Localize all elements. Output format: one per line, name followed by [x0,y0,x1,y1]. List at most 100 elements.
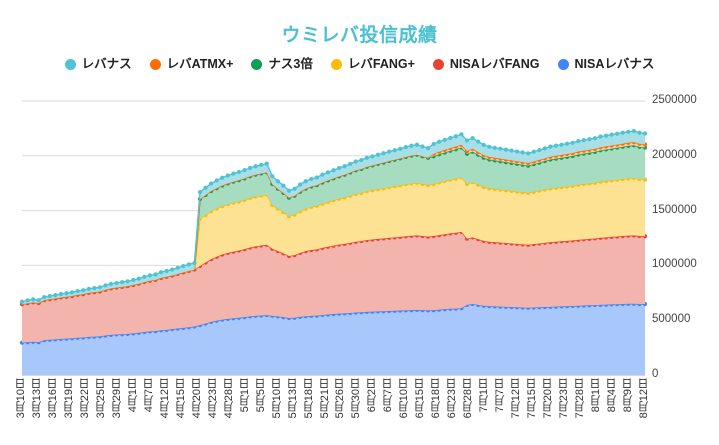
data-point-marker [220,175,225,180]
data-point-marker [303,179,308,184]
data-point-marker [565,141,570,146]
data-point-marker [398,146,403,151]
data-point-marker [253,164,258,169]
data-point-marker [626,129,631,134]
legend-item[interactable]: レバナス [64,57,132,71]
data-point-marker [97,285,102,290]
data-point-marker [170,267,175,272]
legend-item-label: レバATMX+ [166,57,234,71]
series-area [22,131,645,305]
y-axis-tick-label: 1500000 [652,203,697,216]
x-axis-tick-label: 8月1日 [590,378,603,413]
legend-item-label: レバFANG+ [347,57,415,71]
legend-item[interactable]: レバFANG+ [330,57,415,71]
y-axis-tick-label: 2000000 [652,148,697,161]
x-axis-tick-label: 5月21日 [318,378,331,419]
x-axis-tick-label: 6月23日 [446,378,459,419]
legend-item[interactable]: レバATMX+ [149,57,234,71]
x-axis-tick-label: 8月4日 [606,378,619,413]
data-point-marker [298,182,303,187]
x-axis-tick-label: 6月28日 [462,378,475,419]
data-point-marker [158,270,164,275]
legend-color-dot-icon [251,58,263,70]
data-point-marker [75,288,80,294]
data-point-marker [19,299,25,304]
data-point-marker [164,268,169,274]
data-point-marker [58,291,64,297]
data-point-marker [242,168,247,173]
x-axis-tick-label: 4月15日 [174,378,187,419]
data-point-marker [336,165,342,171]
x-axis-tick-label: 7月20日 [542,378,555,419]
y-axis-tick-label: 2500000 [652,94,697,106]
data-point-marker [403,145,408,150]
legend-item-label: レバナス [81,57,132,71]
data-point-marker [42,294,47,300]
data-point-marker [409,143,414,148]
x-axis-tick-label: 3月10日 [15,378,27,419]
legend-item-label: ナス3倍 [268,57,313,71]
x-axis-tick-label: 8月9日 [622,378,635,413]
data-point-marker [514,149,520,154]
data-point-marker [147,273,153,278]
data-point-marker [531,149,536,154]
x-axis-tick-label: 7月15日 [526,378,539,419]
legend-item[interactable]: NISAレバFANG [432,58,540,71]
legend-item[interactable]: NISAレバナス [557,58,654,71]
y-axis-tick-label: 1000000 [652,258,697,271]
data-point-marker [503,147,509,152]
data-point-marker [292,186,297,191]
data-point-marker [464,138,470,143]
data-point-marker [453,134,458,139]
data-point-marker [136,276,141,281]
x-axis-tick-label: 4月23日 [206,378,219,419]
x-axis-tick-label: 5月10日 [270,378,283,419]
data-point-marker [286,188,292,193]
data-point-marker [487,144,492,149]
data-point-marker [225,173,230,178]
data-point-marker [548,144,553,149]
data-point-marker [598,134,603,139]
data-point-marker [559,142,564,147]
series-area [22,145,645,305]
data-point-marker [47,293,52,299]
data-point-marker [414,142,420,147]
data-point-marker [348,161,353,167]
x-axis-tick-label: 3月16日 [46,378,59,419]
data-point-marker [592,136,598,141]
series-area [22,231,645,343]
data-point-marker [192,260,197,266]
legend-item[interactable]: ナス3倍 [251,57,313,71]
data-point-marker [259,162,264,167]
data-point-marker [53,293,58,298]
data-point-marker [314,175,319,180]
legend-color-dot-icon [557,58,569,70]
x-axis-tick-label: 4月1日 [126,378,139,413]
x-axis-tick-label: 6月7日 [382,378,395,413]
legend-color-dot-icon [330,58,342,70]
data-point-marker [381,151,386,156]
data-point-marker [370,154,375,159]
x-axis-tick-label: 5月1日 [238,378,251,413]
y-axis-tick-label: 0 [652,368,659,380]
data-point-marker [587,137,592,142]
series-layer [19,128,648,305]
data-point-marker [576,139,581,144]
data-point-marker [69,290,75,295]
data-point-marker [320,172,325,177]
data-point-marker [270,174,275,179]
x-axis-tick-label: 3月25日 [94,378,107,419]
x-axis-tick-label: 5月13日 [286,378,299,419]
data-point-marker [542,146,547,151]
data-point-marker [615,131,620,136]
x-axis-tick-label: 3月29日 [110,378,123,419]
x-axis-tick-label: 3月19日 [62,378,75,419]
data-point-marker [214,178,219,183]
data-point-marker [353,159,358,164]
x-axis-labels: 3月10日 3月13日 3月16日 3月19日 3月22日 3月25日 3月29日 4月1日 4… [0,378,719,445]
data-point-marker [247,165,253,171]
x-axis-tick-label: 7月28日 [574,378,587,419]
x-axis-tick-label: 7月12日 [510,378,523,419]
